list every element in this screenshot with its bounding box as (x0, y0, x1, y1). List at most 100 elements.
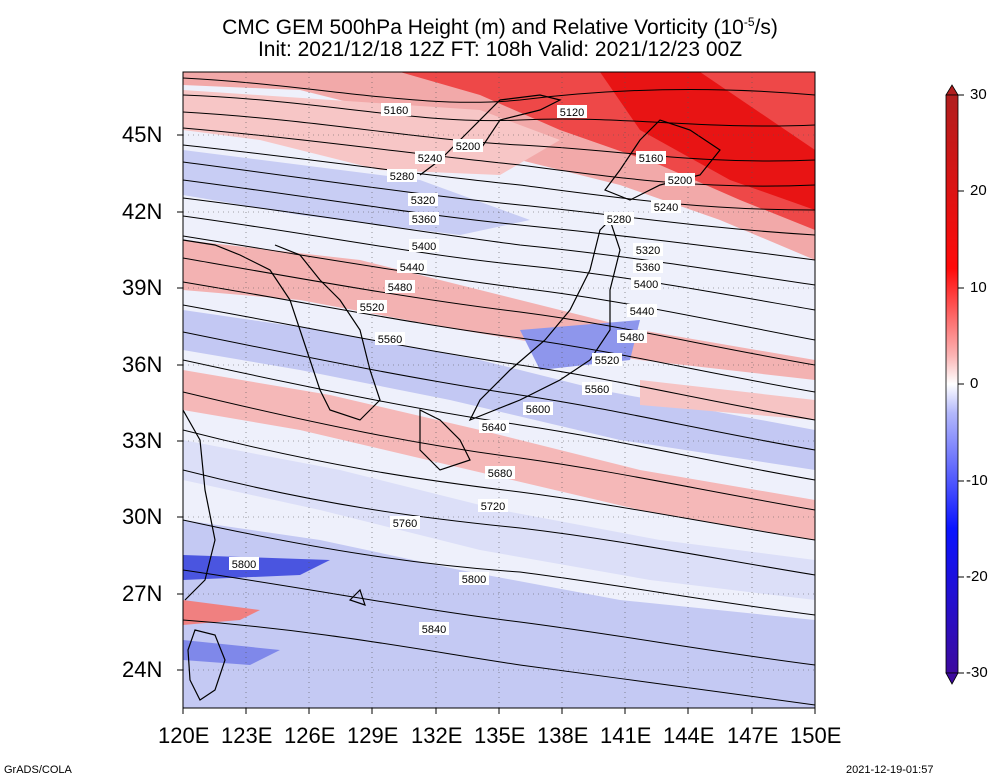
contour-label: 5800 (232, 559, 256, 571)
lat-label: 24N (122, 657, 163, 682)
contour-label: 5800 (462, 574, 486, 586)
contour-label-bg (357, 300, 387, 313)
contour-label-bg (385, 280, 415, 293)
colorbar-label: -20 (966, 568, 988, 585)
contour-label: 5680 (488, 468, 512, 480)
colorbar (945, 84, 964, 685)
contour-label: 5240 (654, 202, 678, 214)
contour-label-bg (409, 212, 439, 225)
contour-label-bg (617, 330, 647, 343)
contour-label-bg (665, 173, 695, 186)
colorbar-label: -30 (966, 664, 988, 681)
contour-label: 5360 (412, 214, 436, 226)
lat-label: 42N (122, 199, 163, 224)
colorbar-label: -10 (966, 472, 988, 489)
contour-label: 5640 (482, 422, 506, 434)
contour-label-bg (478, 499, 508, 512)
contour-label: 5560 (585, 384, 609, 396)
lon-label: 123E (221, 723, 273, 748)
contour-label: 5440 (400, 262, 424, 274)
contour-label-bg (409, 239, 439, 252)
contour-label-bg (651, 200, 681, 213)
lon-label: 138E (537, 723, 589, 748)
chart-title-line2: Init: 2021/12/18 12Z FT: 108h Valid: 202… (257, 38, 743, 61)
contour-label: 5480 (388, 282, 412, 294)
footer-right: 2021-12-19-01:57 (846, 764, 934, 776)
contour-label-bg (397, 260, 427, 273)
contour-label: 5200 (668, 175, 692, 187)
contour-label: 5480 (620, 332, 644, 344)
contour-label-bg (485, 466, 515, 479)
lat-label: 33N (122, 428, 163, 453)
contour-label-bg (408, 193, 438, 206)
lon-label: 144E (663, 723, 715, 748)
contour-label-bg (459, 572, 489, 585)
lon-label: 141E (600, 723, 652, 748)
contour-label-bg (557, 105, 587, 118)
contour-label-bg (604, 212, 634, 225)
contour-label-bg (631, 277, 661, 290)
lon-label: 120E (158, 723, 210, 748)
contour-label: 5840 (422, 624, 446, 636)
contour-label-bg (592, 353, 622, 366)
contour-label-bg (229, 557, 259, 570)
contour-label-bg (415, 151, 445, 164)
lat-lon-grid (183, 72, 815, 708)
contour-labels: 5120 5160 5160 5200 5200 5240 5240 5280 5280 5320… (229, 103, 695, 636)
chart-title-line1: CMC GEM 500hPa Height (m) and Relative V… (222, 15, 778, 39)
contour-label: 5200 (456, 141, 480, 153)
colorbar-label: 30 (970, 86, 987, 103)
lat-label: 45N (122, 122, 163, 147)
height-contours (183, 77, 815, 706)
axis-ticks (177, 134, 816, 714)
colorbar-top-arrow (945, 84, 959, 96)
lat-label: 36N (122, 352, 163, 377)
contour-label-bg (633, 243, 663, 256)
lon-label: 135E (474, 723, 526, 748)
contour-label-bg (390, 516, 420, 529)
colorbar-bottom-arrow (945, 672, 959, 685)
contour-label-bg (636, 151, 666, 164)
contour-label: 5160 (639, 153, 663, 165)
contour-label: 5520 (360, 302, 384, 314)
contour-label: 5280 (390, 171, 414, 183)
lon-label: 147E (727, 723, 779, 748)
contour-label-bg (387, 169, 417, 182)
colorbar-bar (945, 94, 959, 674)
lat-label: 39N (122, 275, 163, 300)
contour-label-bg (627, 304, 657, 317)
vorticity-field (183, 72, 815, 708)
footer-left: GrADS/COLA (4, 764, 72, 776)
lon-label: 132E (411, 723, 463, 748)
contour-label: 5600 (526, 404, 550, 416)
lon-label: 150E (790, 723, 842, 748)
lon-label: 126E (284, 723, 336, 748)
contour-label: 5320 (411, 195, 435, 207)
contour-label-bg (582, 382, 612, 395)
contour-label: 5560 (378, 334, 402, 346)
contour-label: 5440 (630, 306, 654, 318)
contour-label: 5240 (418, 153, 442, 165)
contour-label: 5360 (636, 262, 660, 274)
contour-label: 5400 (634, 279, 658, 291)
lat-label: 27N (122, 581, 163, 606)
colorbar-label: 0 (970, 375, 979, 392)
contour-label-bg (419, 622, 449, 635)
contour-label-bg (453, 139, 483, 152)
contour-label: 5320 (636, 245, 660, 257)
lon-label: 129E (347, 723, 399, 748)
colorbar-label: 20 (970, 182, 987, 199)
contour-label-bg (479, 420, 509, 433)
contour-label-bg (375, 332, 405, 345)
lat-label: 30N (122, 504, 163, 529)
contour-label-bg (381, 103, 411, 116)
contour-label: 5760 (393, 518, 417, 530)
contour-label: 5120 (560, 107, 584, 119)
contour-label: 5280 (607, 214, 631, 226)
colorbar-label: 10 (970, 279, 987, 296)
contour-label: 5160 (384, 105, 408, 117)
contour-label: 5720 (481, 501, 505, 513)
contour-label-bg (633, 260, 663, 273)
contour-label: 5520 (595, 355, 619, 367)
